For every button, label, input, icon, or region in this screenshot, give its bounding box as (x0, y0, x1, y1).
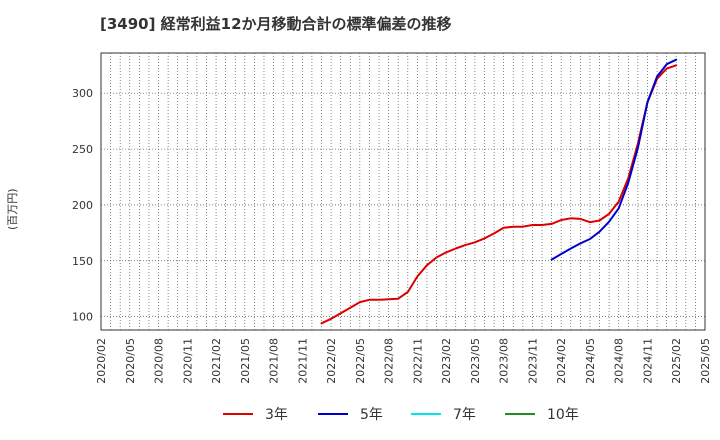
x-tick-label: 2022/08 (383, 338, 396, 384)
x-tick-label: 2025/05 (699, 338, 712, 384)
x-tick-label: 2020/08 (153, 338, 166, 384)
x-tick-label: 2021/11 (296, 338, 309, 384)
series-line (550, 58, 678, 261)
x-tick-label: 2023/02 (440, 338, 453, 384)
x-tick-label: 2025/02 (670, 338, 683, 384)
x-axis-ticks: 2020/02 2020/05 2020/08 2020/11 2021/02 2021/… (95, 338, 712, 384)
grid-lines (101, 53, 705, 330)
y-tick-label: 150 (72, 255, 93, 268)
x-tick-label: 2023/11 (526, 338, 539, 384)
plot-area-border (100, 52, 706, 331)
x-tick-label: 2021/02 (210, 338, 223, 384)
x-tick-label: 2022/11 (411, 338, 424, 384)
y-tick-label: 100 (72, 311, 93, 324)
x-tick-label: 2022/05 (354, 338, 367, 384)
series-line (320, 64, 678, 325)
chart-title: [3490] 経常利益12か月移動合計の標準偏差の推移 (100, 15, 452, 33)
legend-label: 3年 (265, 407, 288, 423)
x-tick-label: 2020/11 (181, 338, 194, 384)
x-tick-label: 2024/08 (613, 338, 626, 384)
x-tick-label: 2024/11 (641, 338, 654, 384)
series-layer (320, 58, 678, 325)
x-tick-label: 2021/08 (268, 338, 281, 384)
x-tick-label: 2023/05 (469, 338, 482, 384)
x-tick-label: 2024/05 (584, 338, 597, 384)
x-tick-label: 2023/08 (498, 338, 511, 384)
legend: 3年 5年 7年 10年 (223, 407, 579, 423)
legend-label: 7年 (453, 407, 476, 423)
x-tick-label: 2020/05 (124, 338, 137, 384)
x-tick-label: 2021/05 (239, 338, 252, 384)
y-tick-label: 300 (72, 87, 93, 100)
x-tick-label: 2024/02 (555, 338, 568, 384)
x-tick-label: 2020/02 (95, 338, 108, 384)
legend-label: 5年 (360, 407, 383, 423)
y-tick-label: 250 (72, 143, 93, 156)
y-tick-label: 200 (72, 199, 93, 212)
legend-label: 10年 (547, 407, 579, 423)
y-axis-ticks: 100 150 200 250 300 (72, 87, 93, 323)
x-tick-label: 2022/02 (325, 338, 338, 384)
